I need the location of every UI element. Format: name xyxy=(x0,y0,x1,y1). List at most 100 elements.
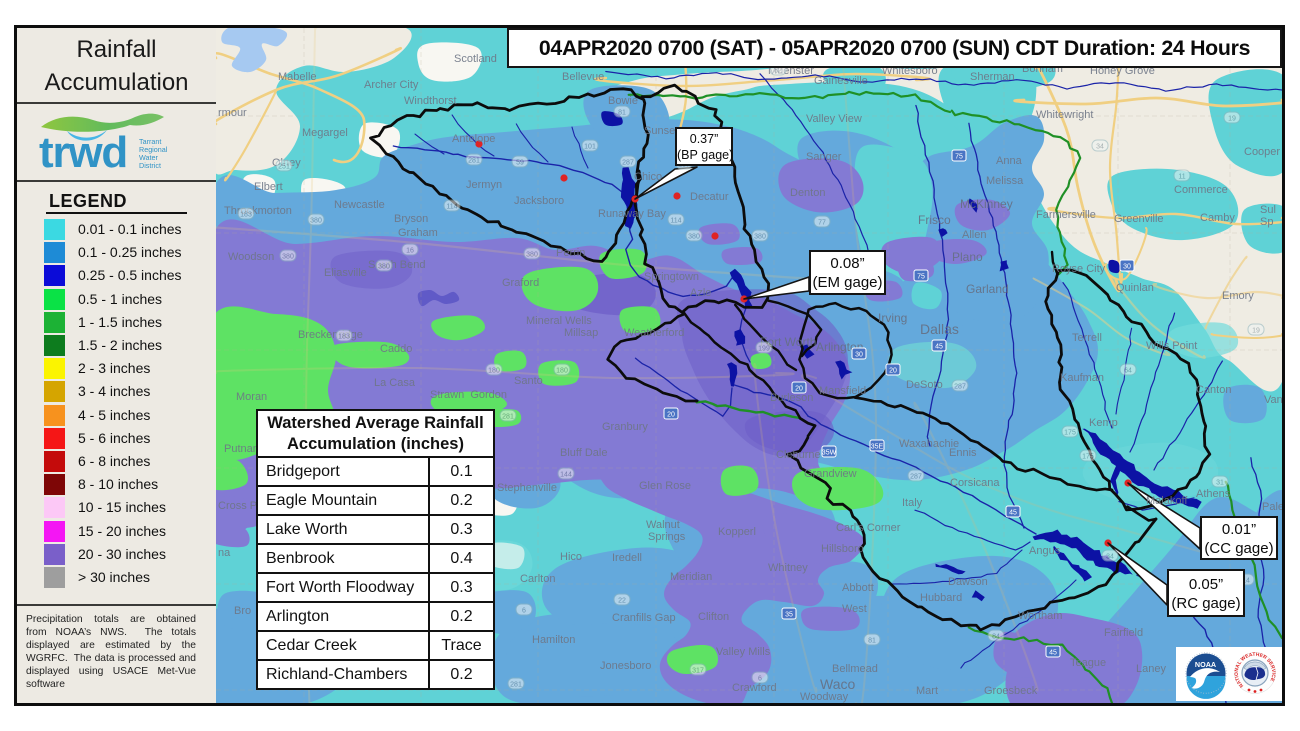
svg-text:20: 20 xyxy=(795,386,803,393)
svg-text:175: 175 xyxy=(1064,430,1076,437)
svg-text:Jonesboro: Jonesboro xyxy=(600,660,651,672)
svg-text:Plano: Plano xyxy=(952,250,983,264)
svg-text:Bowie: Bowie xyxy=(608,95,638,107)
svg-text:Bro: Bro xyxy=(234,605,251,617)
svg-text:35E: 35E xyxy=(871,444,884,451)
svg-text:287: 287 xyxy=(910,474,922,481)
svg-text:35W: 35W xyxy=(822,450,837,457)
svg-text:Mansfield: Mansfield xyxy=(819,385,866,397)
svg-text:Abbott: Abbott xyxy=(842,582,874,594)
svg-text:Bryson: Bryson xyxy=(394,213,428,225)
svg-text:Greenville: Greenville xyxy=(1114,213,1164,225)
svg-text:Jacksboro: Jacksboro xyxy=(514,195,564,207)
svg-text:Crawford: Crawford xyxy=(732,682,777,694)
svg-text:Putnam: Putnam xyxy=(224,443,262,455)
svg-text:281: 281 xyxy=(468,158,480,165)
svg-text:59: 59 xyxy=(516,160,524,167)
svg-text:Eliasville: Eliasville xyxy=(324,267,367,279)
svg-text:Garland: Garland xyxy=(966,282,1009,296)
svg-text:Wills Point: Wills Point xyxy=(1146,340,1197,352)
svg-text:Tarrant: Tarrant xyxy=(139,137,161,146)
svg-text:81: 81 xyxy=(868,638,876,645)
svg-text:Sul: Sul xyxy=(1260,204,1276,216)
svg-text:Farmersville: Farmersville xyxy=(1036,209,1096,221)
svg-text:Regional: Regional xyxy=(139,145,168,154)
svg-text:Quinlan: Quinlan xyxy=(1116,282,1154,294)
svg-text:Grandview: Grandview xyxy=(804,468,857,480)
svg-text:Bellmead: Bellmead xyxy=(832,663,878,675)
svg-text:Dallas: Dallas xyxy=(920,321,959,337)
svg-text:183: 183 xyxy=(240,212,252,219)
svg-text:281: 281 xyxy=(502,414,514,421)
svg-text:6: 6 xyxy=(522,608,526,615)
svg-text:Whitney: Whitney xyxy=(768,562,808,574)
svg-text:75: 75 xyxy=(955,154,963,161)
svg-text:Perrin: Perrin xyxy=(556,247,585,259)
svg-text:180: 180 xyxy=(556,368,568,375)
svg-text:Chico: Chico xyxy=(634,171,662,183)
svg-text:Canton: Canton xyxy=(1196,384,1231,396)
svg-text:Denton: Denton xyxy=(790,187,825,199)
svg-text:Walnut: Walnut xyxy=(646,519,680,531)
svg-text:Terrell: Terrell xyxy=(1072,332,1102,344)
svg-text:Kemp: Kemp xyxy=(1089,417,1118,429)
svg-text:Athens: Athens xyxy=(1196,488,1231,500)
svg-text:Springs: Springs xyxy=(648,531,686,543)
svg-text:Cleburne: Cleburne xyxy=(776,449,821,461)
svg-text:Emory: Emory xyxy=(1222,290,1254,302)
svg-text:Honey Grove: Honey Grove xyxy=(1090,65,1155,77)
svg-text:Sanger: Sanger xyxy=(806,151,842,163)
svg-text:Newcastle: Newcastle xyxy=(334,199,385,211)
svg-text:Clifton: Clifton xyxy=(698,611,729,623)
svg-text:317: 317 xyxy=(692,668,704,675)
svg-text:287: 287 xyxy=(954,384,966,391)
svg-text:Bellevue: Bellevue xyxy=(562,71,604,83)
svg-text:45: 45 xyxy=(935,344,943,351)
svg-text:144: 144 xyxy=(560,472,572,479)
svg-text:Breckenridge: Breckenridge xyxy=(298,329,363,341)
svg-text:Fairfield: Fairfield xyxy=(1104,627,1143,639)
svg-text:19: 19 xyxy=(1228,116,1236,123)
svg-text:64: 64 xyxy=(1124,368,1132,375)
svg-text:Water: Water xyxy=(139,153,159,162)
svg-text:6: 6 xyxy=(758,676,762,683)
svg-text:Bluff Dale: Bluff Dale xyxy=(560,447,608,459)
svg-text:Decatur: Decatur xyxy=(690,191,729,203)
svg-text:Carlton: Carlton xyxy=(520,573,555,585)
svg-text:Kopperl: Kopperl xyxy=(718,526,756,538)
svg-text:Whitewright: Whitewright xyxy=(1036,109,1093,121)
svg-text:Antelope: Antelope xyxy=(452,133,495,145)
svg-text:na: na xyxy=(218,547,231,559)
svg-text:Millsap: Millsap xyxy=(564,327,598,339)
svg-text:114: 114 xyxy=(446,204,457,211)
svg-text:Angus: Angus xyxy=(1029,545,1061,557)
svg-text:Allen: Allen xyxy=(962,229,986,241)
svg-text:Scotland: Scotland xyxy=(454,53,497,65)
svg-text:Ennis: Ennis xyxy=(949,447,977,459)
svg-text:Laney: Laney xyxy=(1136,663,1166,675)
svg-text:183: 183 xyxy=(338,334,350,341)
svg-text:11: 11 xyxy=(1178,174,1185,181)
svg-text:DeSoto: DeSoto xyxy=(906,379,943,391)
svg-text:45: 45 xyxy=(1049,650,1057,657)
svg-text:Sp: Sp xyxy=(1260,216,1273,228)
svg-text:Hubbard: Hubbard xyxy=(920,592,962,604)
svg-text:Valley View: Valley View xyxy=(806,113,862,125)
svg-text:Azle: Azle xyxy=(690,287,711,299)
svg-text:Cross P: Cross P xyxy=(218,500,257,512)
svg-text:77: 77 xyxy=(818,220,826,227)
svg-text:380: 380 xyxy=(754,234,766,241)
svg-text:Strawn Gordon: Strawn Gordon xyxy=(430,389,507,401)
svg-text:Santo: Santo xyxy=(514,375,543,387)
svg-text:Pale: Pale xyxy=(1262,501,1282,513)
svg-text:Mineral Wells: Mineral Wells xyxy=(526,315,592,327)
svg-text:Wortham: Wortham xyxy=(1018,610,1062,622)
svg-text:Carl's Corner: Carl's Corner xyxy=(836,522,901,534)
svg-text:31: 31 xyxy=(1216,480,1224,487)
svg-text:Woodson: Woodson xyxy=(228,251,274,263)
svg-text:Megargel: Megargel xyxy=(302,127,348,139)
svg-text:Dawson: Dawson xyxy=(948,576,988,588)
svg-text:34: 34 xyxy=(1096,144,1104,151)
svg-text:Kaufman: Kaufman xyxy=(1060,372,1104,384)
svg-text:75: 75 xyxy=(917,274,925,281)
